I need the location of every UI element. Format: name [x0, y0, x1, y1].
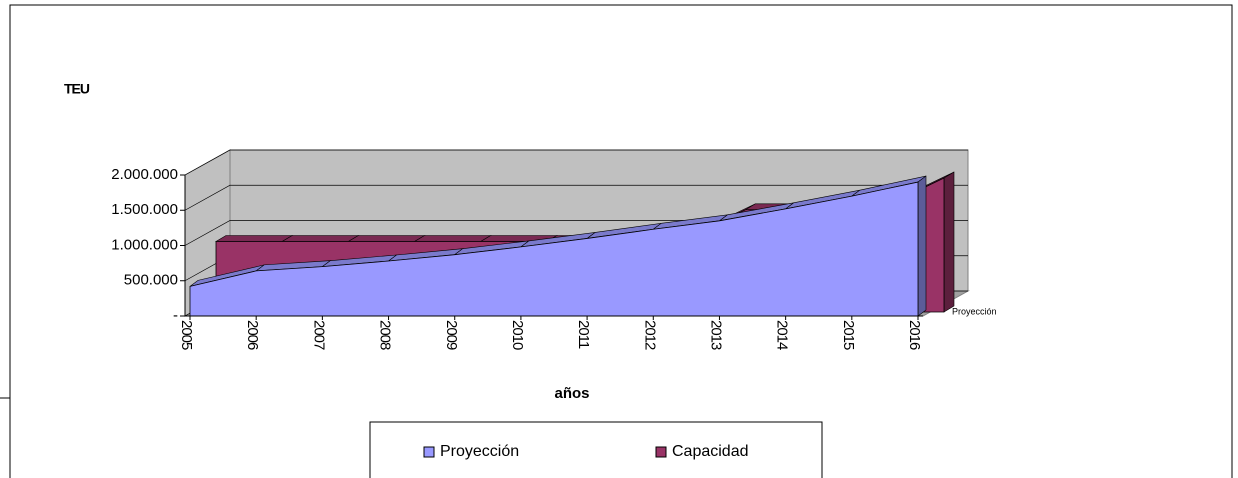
- x-tick-label: 2013: [707, 320, 724, 350]
- depth-axis-label: Proyección: [952, 306, 997, 316]
- legend-swatch: [655, 446, 667, 458]
- x-tick-label: 2008: [377, 320, 394, 350]
- area-top: [281, 235, 360, 242]
- area-top: [413, 235, 492, 242]
- area-side: [943, 171, 955, 313]
- y-tick-label: 1.000.000: [111, 236, 178, 253]
- x-tick-label: 2016: [906, 320, 923, 350]
- area: [189, 181, 919, 317]
- legend-swatch: [423, 446, 435, 458]
- legend: [369, 421, 823, 478]
- x-tick-label: 2015: [840, 320, 857, 350]
- area-top: [214, 235, 294, 242]
- y-axis-title: TEU: [64, 81, 90, 97]
- x-tick-label: 2006: [244, 320, 261, 350]
- grid-line: [184, 149, 968, 176]
- y-tick-label: 2.000.000: [111, 166, 178, 183]
- y-tick-label: -: [173, 307, 178, 324]
- x-axis-title: años: [554, 385, 589, 402]
- x-tick-label: 2012: [641, 320, 658, 350]
- x-tick-label: 2007: [310, 320, 327, 350]
- y-tick-label: 500.000: [124, 272, 178, 289]
- y-tick-label: 1.500.000: [111, 201, 178, 218]
- legend-label: Proyección: [440, 443, 519, 460]
- legend-label: Capacidad: [672, 443, 749, 460]
- grid-line: [184, 184, 968, 211]
- x-tick-label: 2005: [178, 320, 195, 350]
- x-tick-label: 2009: [443, 320, 460, 350]
- area-top: [347, 235, 426, 242]
- area-side: [917, 175, 927, 317]
- x-tick-label: 2010: [509, 320, 526, 350]
- x-tick-label: 2014: [774, 320, 791, 350]
- x-tick-label: 2011: [575, 320, 592, 349]
- chart-frame: [9, 4, 1233, 478]
